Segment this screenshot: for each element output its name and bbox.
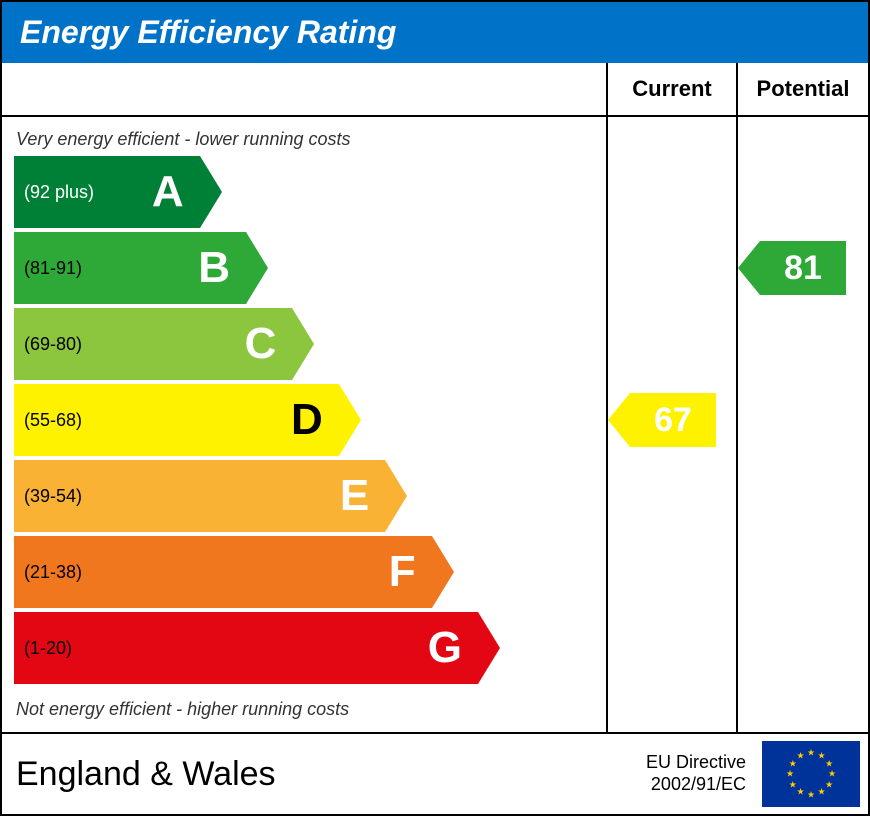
eu-star: ★	[796, 787, 804, 798]
potential-rating-arrow: 81	[738, 241, 846, 295]
caption-top: Very energy efficient - lower running co…	[14, 125, 594, 154]
band-d: (55-68) D	[14, 384, 594, 456]
band-f: (21-38) F	[14, 536, 594, 608]
chart-column: Very energy efficient - lower running co…	[2, 117, 608, 732]
band-bar-e: (39-54) E	[14, 460, 385, 532]
band-bar-b: (81-91) B	[14, 232, 246, 304]
potential-rating-arrow-value: 81	[760, 241, 846, 295]
band-bar-c: (69-80) C	[14, 308, 292, 380]
eu-star: ★	[807, 790, 815, 801]
band-range-a: (92 plus)	[24, 182, 94, 203]
bands-container: (92 plus) A (81-91) B (69-80) C (55-68) D (39-54…	[14, 154, 594, 695]
band-range-g: (1-20)	[24, 638, 72, 659]
header-potential: Potential	[738, 63, 868, 115]
caption-bottom: Not energy efficient - higher running co…	[14, 695, 594, 724]
band-letter-f: F	[389, 547, 416, 597]
footer-row: England & Wales EU Directive 2002/91/EC …	[2, 732, 868, 814]
eu-star: ★	[825, 779, 833, 790]
body-row: Very energy efficient - lower running co…	[2, 117, 868, 732]
footer-directive: EU Directive 2002/91/EC	[646, 752, 754, 795]
header-current: Current	[608, 63, 738, 115]
band-letter-d: D	[291, 395, 323, 445]
directive-line2: 2002/91/EC	[646, 774, 746, 796]
band-letter-c: C	[245, 319, 277, 369]
footer-region: England & Wales	[2, 755, 646, 794]
epc-chart: Energy Efficiency Rating Current Potenti…	[0, 0, 870, 816]
band-letter-a: A	[152, 167, 184, 217]
band-c: (69-80) C	[14, 308, 594, 380]
eu-star: ★	[828, 769, 836, 780]
eu-star: ★	[786, 769, 794, 780]
band-range-e: (39-54)	[24, 486, 82, 507]
eu-star: ★	[796, 750, 804, 761]
current-column: 67	[608, 117, 738, 732]
band-letter-e: E	[340, 471, 369, 521]
eu-star: ★	[817, 787, 825, 798]
title-bar: Energy Efficiency Rating	[2, 2, 868, 63]
band-b: (81-91) B	[14, 232, 594, 304]
band-bar-d: (55-68) D	[14, 384, 339, 456]
band-bar-f: (21-38) F	[14, 536, 432, 608]
band-a: (92 plus) A	[14, 156, 594, 228]
band-range-c: (69-80)	[24, 334, 82, 355]
potential-column: 81	[738, 117, 868, 732]
band-range-d: (55-68)	[24, 410, 82, 431]
current-rating-arrow: 67	[608, 393, 716, 447]
eu-star: ★	[789, 779, 797, 790]
header-row: Current Potential	[2, 63, 868, 117]
eu-star: ★	[825, 758, 833, 769]
band-range-f: (21-38)	[24, 562, 82, 583]
band-range-b: (81-91)	[24, 258, 82, 279]
band-bar-a: (92 plus) A	[14, 156, 200, 228]
eu-star: ★	[807, 748, 815, 759]
band-bar-g: (1-20) G	[14, 612, 478, 684]
band-letter-g: G	[428, 623, 462, 673]
band-e: (39-54) E	[14, 460, 594, 532]
band-g: (1-20) G	[14, 612, 594, 684]
header-spacer	[2, 63, 608, 115]
directive-line1: EU Directive	[646, 752, 746, 774]
current-rating-arrow-value: 67	[630, 393, 716, 447]
band-letter-b: B	[198, 243, 230, 293]
eu-flag-icon: ★★★★★★★★★★★★	[762, 741, 860, 807]
